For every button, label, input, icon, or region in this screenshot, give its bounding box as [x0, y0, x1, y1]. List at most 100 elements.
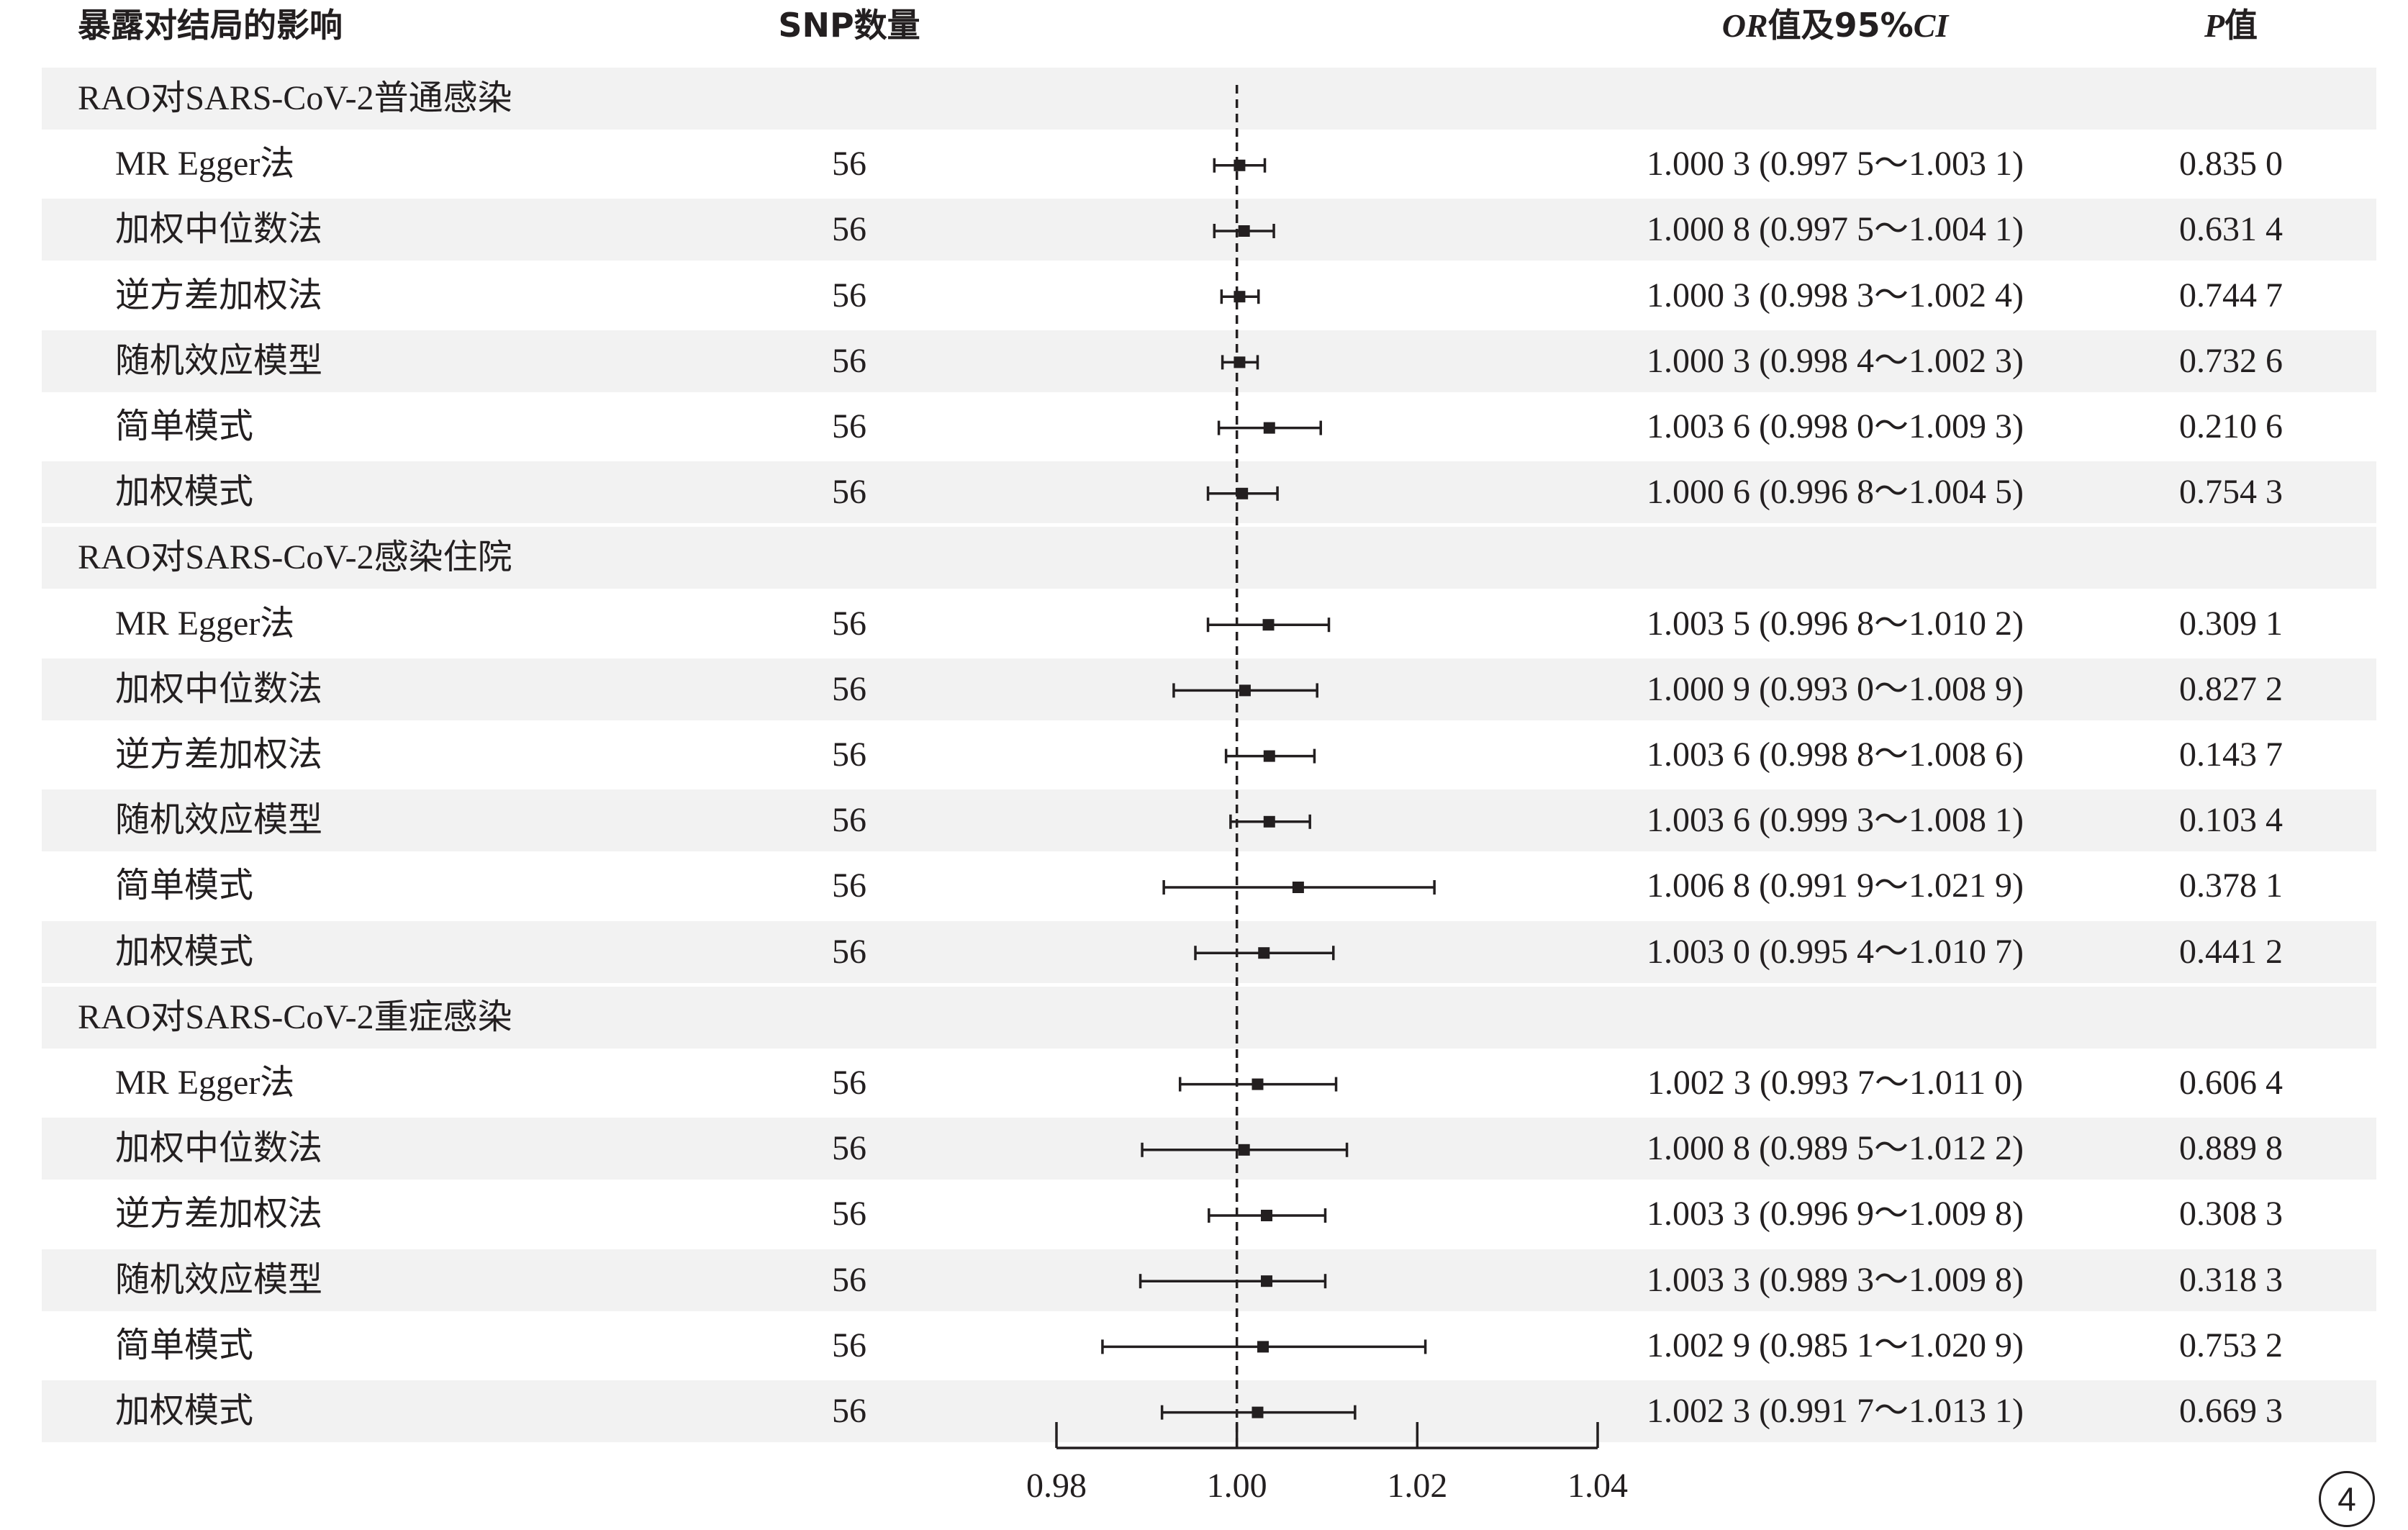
group-band [42, 68, 2376, 130]
or-point [1234, 159, 1246, 171]
or-point [1258, 947, 1270, 959]
row-band [42, 789, 2376, 852]
or-ci-value: 1.000 3 (0.998 3～1.002 4) [1647, 276, 2024, 314]
method-label: 逆方差加权法 [115, 735, 323, 774]
method-label: 加权模式 [115, 473, 254, 512]
or-point [1261, 1275, 1273, 1287]
p-value: 0.827 2 [2179, 669, 2283, 708]
or-ci-value: 1.000 9 (0.993 0～1.008 9) [1647, 669, 2024, 708]
row-band [42, 199, 2376, 261]
or-point [1251, 1078, 1264, 1090]
snp-count: 56 [832, 210, 866, 249]
x-tick-label: 1.02 [1387, 1467, 1447, 1505]
or-ci-value: 1.000 3 (0.998 4～1.002 3) [1647, 341, 2024, 380]
p-value: 0.606 4 [2179, 1064, 2283, 1102]
snp-count: 56 [832, 276, 866, 314]
group-label: RAO对SARS-CoV-2普通感染 [78, 79, 512, 117]
p-value: 0.753 2 [2179, 1326, 2283, 1364]
group-band [42, 527, 2376, 589]
method-label: 随机效应模型 [115, 341, 323, 380]
snp-count: 56 [832, 1064, 866, 1102]
group-band [42, 986, 2376, 1049]
row-band [42, 330, 2376, 392]
or-point [1238, 1144, 1250, 1156]
method-label: 简单模式 [115, 866, 254, 905]
or-ci-value: 1.000 6 (0.996 8～1.004 5) [1647, 473, 2024, 512]
or-ci-value: 1.003 6 (0.999 3～1.008 1) [1647, 801, 2024, 840]
or-ci-value: 1.000 8 (0.997 5～1.004 1) [1647, 210, 2024, 249]
or-point [1239, 684, 1251, 697]
or-ci-value: 1.003 0 (0.995 4～1.010 7) [1647, 932, 2024, 971]
p-value: 0.669 3 [2179, 1392, 2283, 1430]
header-ci-italic: CI [1913, 7, 1949, 44]
p-value: 0.210 6 [2179, 407, 2283, 445]
snp-count: 56 [832, 866, 866, 905]
snp-count: 56 [832, 407, 866, 445]
or-point [1238, 225, 1250, 237]
header-or-text: 值及95% [1767, 6, 1914, 45]
snp-count: 56 [832, 1326, 866, 1364]
header-p-value: P值 [2159, 1, 2303, 49]
or-point [1236, 487, 1249, 499]
p-value: 0.754 3 [2179, 473, 2283, 512]
method-label: 简单模式 [115, 407, 254, 445]
method-label: 逆方差加权法 [115, 1195, 323, 1233]
or-ci-value: 1.003 6 (0.998 8～1.008 6) [1647, 735, 2024, 774]
method-label: 加权模式 [115, 1392, 254, 1430]
p-value: 0.732 6 [2179, 341, 2283, 380]
x-tick-label: 1.04 [1567, 1467, 1628, 1505]
method-label: 加权中位数法 [115, 669, 323, 708]
method-label: 简单模式 [115, 1326, 254, 1364]
snp-count: 56 [832, 1260, 866, 1299]
method-label: MR Egger法 [115, 145, 295, 184]
method-label: 加权中位数法 [115, 1129, 323, 1168]
or-point [1234, 291, 1246, 303]
or-ci-value: 1.000 8 (0.989 5～1.012 2) [1647, 1129, 2024, 1168]
p-value: 0.103 4 [2179, 801, 2283, 840]
p-value: 0.441 2 [2179, 932, 2283, 971]
or-point [1292, 882, 1304, 893]
method-label: 逆方差加权法 [115, 276, 323, 314]
or-ci-value: 1.006 8 (0.991 9～1.021 9) [1647, 866, 2024, 905]
p-value: 0.631 4 [2179, 210, 2283, 249]
or-point [1263, 815, 1275, 828]
snp-count: 56 [832, 1392, 866, 1430]
method-label: MR Egger法 [115, 604, 295, 643]
or-point [1262, 619, 1275, 631]
or-ci-value: 1.003 3 (0.989 3～1.009 8) [1647, 1260, 2024, 1299]
method-label: 加权中位数法 [115, 210, 323, 249]
group-label: RAO对SARS-CoV-2重症感染 [78, 997, 512, 1036]
or-ci-value: 1.003 3 (0.996 9～1.009 8) [1647, 1195, 2024, 1233]
or-point [1257, 1341, 1269, 1353]
header-exposure: 暴露对结局的影响 [78, 6, 343, 45]
x-tick-label: 0.98 [1026, 1467, 1087, 1505]
snp-count: 56 [832, 932, 866, 971]
or-ci-value: 1.002 3 (0.991 7～1.013 1) [1647, 1392, 2024, 1430]
header-snp-count: SNP数量 [778, 6, 920, 45]
or-point [1261, 1210, 1273, 1221]
group-label: RAO对SARS-CoV-2感染住院 [78, 538, 512, 577]
page-number-badge: 4 [2319, 1471, 2375, 1527]
p-value: 0.143 7 [2179, 735, 2283, 774]
method-label: MR Egger法 [115, 1064, 295, 1102]
method-label: 加权模式 [115, 932, 254, 971]
snp-count: 56 [832, 735, 866, 774]
p-value: 0.308 3 [2179, 1195, 2283, 1233]
or-ci-value: 1.003 5 (0.996 8～1.010 2) [1647, 604, 2024, 643]
header-or-ci: OR值及95%CI [1583, 1, 2087, 49]
snp-count: 56 [832, 669, 866, 708]
snp-count: 56 [832, 1195, 866, 1233]
p-value: 0.318 3 [2179, 1260, 2283, 1299]
header-p-italic: P [2204, 7, 2225, 44]
snp-count: 56 [832, 801, 866, 840]
p-value: 0.835 0 [2179, 145, 2283, 184]
or-ci-value: 1.002 9 (0.985 1～1.020 9) [1647, 1326, 2024, 1364]
or-point [1263, 750, 1275, 762]
x-tick-label: 1.00 [1207, 1467, 1267, 1505]
p-value: 0.889 8 [2179, 1129, 2283, 1168]
snp-count: 56 [832, 1129, 866, 1168]
p-value: 0.744 7 [2179, 276, 2283, 314]
snp-count: 56 [832, 145, 866, 184]
or-point [1234, 356, 1246, 368]
